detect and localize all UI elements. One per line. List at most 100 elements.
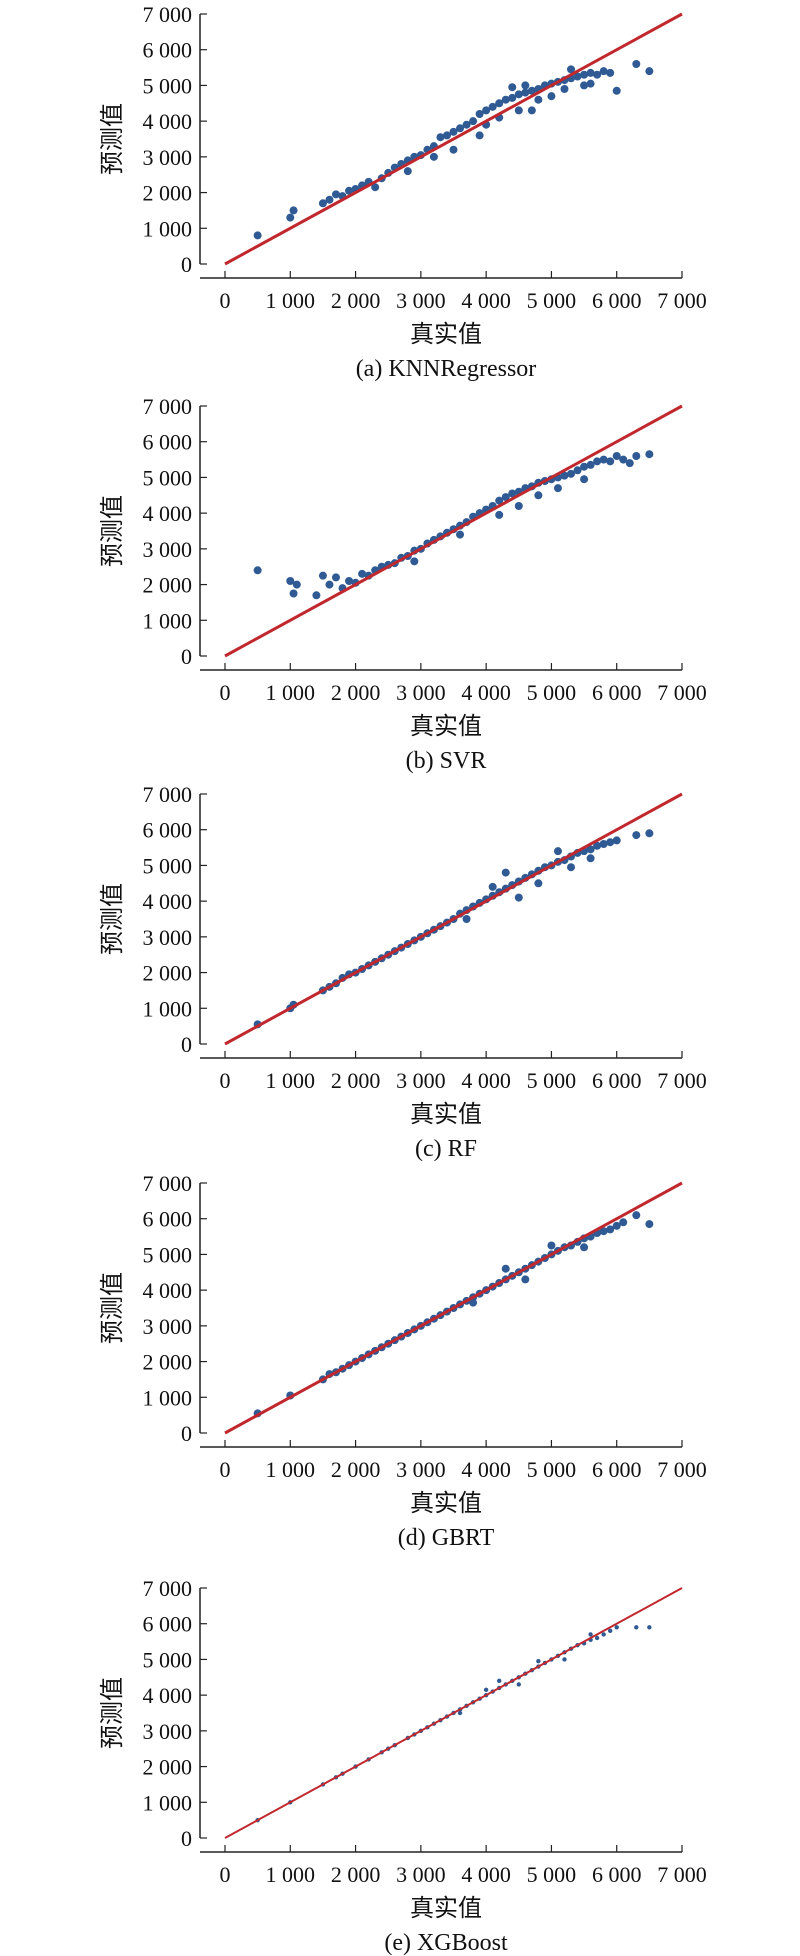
data-point xyxy=(619,455,628,464)
data-point xyxy=(442,131,451,140)
data-point xyxy=(593,841,602,850)
data-point xyxy=(429,152,438,161)
y-tick-label: 4 000 xyxy=(143,1683,193,1708)
data-point xyxy=(495,496,504,505)
x-tick-label: 7 000 xyxy=(657,1068,707,1093)
data-point xyxy=(358,569,367,578)
x-tick-label: 3 000 xyxy=(396,1068,446,1093)
data-point xyxy=(586,854,595,863)
chart-panel-a: 0 1 000 2 000 3 000 4 000 5 000 6 000 7 000 0 1 0… xyxy=(98,2,707,382)
y-tick-label: 6 000 xyxy=(143,1207,193,1232)
data-point xyxy=(475,110,484,118)
data-point xyxy=(436,133,445,142)
y-tick-label: 1 000 xyxy=(143,1790,193,1815)
data-point xyxy=(508,83,517,92)
panel-caption: (a) KNNRegressor xyxy=(356,356,537,382)
data-point xyxy=(521,88,530,97)
data-point xyxy=(462,120,471,129)
x-axis-title: 真实值 xyxy=(410,320,482,348)
data-point xyxy=(508,93,517,102)
panel-caption: (b) SVR xyxy=(406,748,487,774)
y-tick-label: 6 000 xyxy=(143,1612,193,1637)
data-point xyxy=(514,106,523,115)
x-tick-label: 3 000 xyxy=(396,1457,446,1482)
data-point xyxy=(580,475,589,484)
x-tick-label: 6 000 xyxy=(592,1457,642,1482)
panel-caption: (d) GBRT xyxy=(398,1525,495,1551)
y-tick-label: 3 000 xyxy=(143,1314,193,1339)
x-tick-label: 5 000 xyxy=(527,1068,577,1093)
chart-panel-e: 0 1 000 2 000 3 000 4 000 5 000 6 000 7 000 0 1 0… xyxy=(98,1576,707,1956)
data-point xyxy=(331,573,340,582)
data-point xyxy=(647,1625,652,1630)
data-point xyxy=(619,1218,628,1227)
data-point xyxy=(588,1632,593,1637)
data-point xyxy=(612,1221,621,1230)
x-tick-label: 3 000 xyxy=(396,1862,446,1887)
data-point xyxy=(488,102,497,111)
data-point xyxy=(567,469,576,478)
data-point xyxy=(573,72,582,81)
data-point xyxy=(560,85,569,93)
x-tick-label: 7 000 xyxy=(657,288,707,313)
x-tick-label: 2 000 xyxy=(331,1862,381,1887)
data-point xyxy=(645,829,654,838)
y-tick-label: 7 000 xyxy=(143,2,193,27)
y-tick-label: 7 000 xyxy=(143,782,193,807)
y-tick-label: 4 000 xyxy=(143,501,193,526)
data-point xyxy=(521,1275,530,1284)
data-point xyxy=(501,868,510,877)
data-point xyxy=(547,1241,556,1250)
data-point xyxy=(580,70,589,79)
data-point xyxy=(286,213,295,222)
data-point xyxy=(516,1682,521,1687)
x-tick-label: 2 000 xyxy=(331,1457,381,1482)
x-tick-label: 5 000 xyxy=(527,1862,577,1887)
data-point xyxy=(606,1225,615,1234)
data-point xyxy=(403,167,412,176)
x-tick-label: 3 000 xyxy=(396,288,446,313)
data-point xyxy=(625,459,634,468)
data-point xyxy=(527,86,536,95)
y-tick-label: 3 000 xyxy=(143,925,193,950)
data-point xyxy=(632,452,641,460)
y-tick-label: 4 000 xyxy=(143,109,193,134)
data-point xyxy=(331,190,340,199)
data-point xyxy=(286,577,295,585)
chart-panel-c: 0 1 000 2 000 3 000 4 000 5 000 6 000 7 000 0 1 0… xyxy=(98,782,707,1162)
x-tick-label: 3 000 xyxy=(396,680,446,705)
data-point xyxy=(560,471,569,480)
x-tick-label: 1 000 xyxy=(266,288,316,313)
reference-line xyxy=(224,404,683,658)
y-axis-title: 预测值 xyxy=(98,103,126,175)
data-point xyxy=(547,92,556,101)
data-point xyxy=(612,452,621,460)
x-axis-title: 真实值 xyxy=(410,1100,482,1128)
data-point xyxy=(371,183,380,192)
data-point xyxy=(482,106,491,115)
data-point xyxy=(607,1628,613,1634)
panel-caption: (e) XGBoost xyxy=(384,1930,508,1956)
y-axis-title: 预测值 xyxy=(98,1677,126,1749)
data-point xyxy=(457,1710,463,1716)
reference-line xyxy=(224,1181,683,1435)
y-tick-label: 5 000 xyxy=(143,853,193,878)
data-point xyxy=(601,1632,606,1637)
data-point xyxy=(573,466,582,475)
data-point xyxy=(449,145,458,154)
y-axis-title: 预测值 xyxy=(98,1272,126,1344)
data-point xyxy=(325,195,334,204)
y-tick-label: 7 000 xyxy=(143,1576,193,1601)
data-point xyxy=(612,86,621,95)
data-point xyxy=(645,1220,654,1229)
data-point xyxy=(345,186,354,195)
reference-line xyxy=(224,12,683,266)
y-tick-label: 2 000 xyxy=(143,181,193,206)
chart-panel-d: 0 1 000 2 000 3 000 4 000 5 000 6 000 7 000 0 1 0… xyxy=(98,1171,707,1551)
data-point xyxy=(606,68,615,77)
data-point xyxy=(580,81,589,90)
x-tick-label: 0 xyxy=(220,1862,231,1887)
x-tick-label: 6 000 xyxy=(592,680,642,705)
data-point xyxy=(456,124,465,133)
data-point xyxy=(599,67,608,76)
